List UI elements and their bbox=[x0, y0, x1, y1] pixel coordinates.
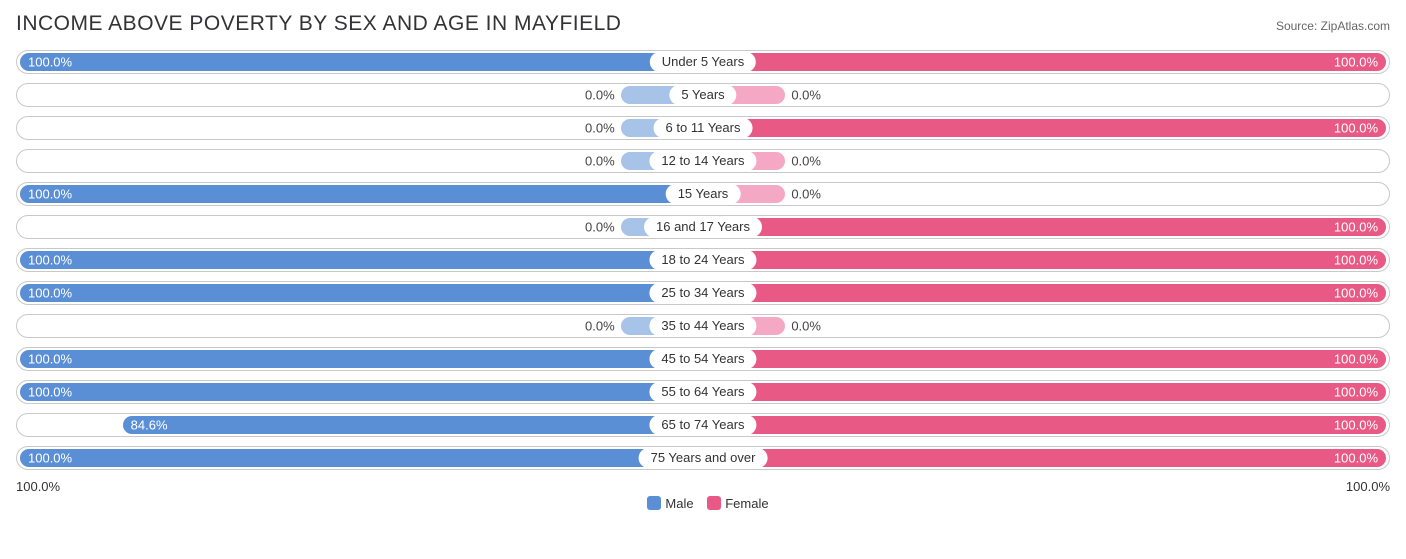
male-value-label: 100.0% bbox=[28, 286, 72, 301]
female-value-label: 100.0% bbox=[1334, 220, 1378, 235]
male-value-label: 0.0% bbox=[585, 220, 615, 235]
female-value-label: 100.0% bbox=[1334, 286, 1378, 301]
diverging-bar-chart: 100.0% 100.0% Under 5 Years 0.0% 0.0% 5 Years… bbox=[16, 50, 1390, 470]
male-value-label: 100.0% bbox=[28, 55, 72, 70]
bar-row: 100.0% 100.0% 45 to 54 Years bbox=[16, 347, 1390, 371]
male-bar: 100.0% bbox=[20, 284, 703, 302]
female-bar: 100.0% bbox=[703, 251, 1386, 269]
female-value-label: 0.0% bbox=[791, 187, 821, 202]
legend-swatch-male bbox=[647, 496, 661, 510]
female-bar: 100.0% bbox=[703, 218, 1386, 236]
category-label: 12 to 14 Years bbox=[649, 151, 756, 171]
bar-row: 0.0% 0.0% 35 to 44 Years bbox=[16, 314, 1390, 338]
chart-header: INCOME ABOVE POVERTY BY SEX AND AGE IN M… bbox=[16, 12, 1390, 36]
female-value-label: 100.0% bbox=[1334, 121, 1378, 136]
female-bar: 100.0% bbox=[703, 284, 1386, 302]
axis-left-label: 100.0% bbox=[16, 479, 60, 494]
category-label: 75 Years and over bbox=[639, 448, 768, 468]
male-value-label: 0.0% bbox=[585, 319, 615, 334]
category-label: 6 to 11 Years bbox=[654, 118, 753, 138]
bar-row: 0.0% 0.0% 12 to 14 Years bbox=[16, 149, 1390, 173]
bar-row: 0.0% 0.0% 5 Years bbox=[16, 83, 1390, 107]
bar-row: 100.0% 100.0% 55 to 64 Years bbox=[16, 380, 1390, 404]
female-bar: 100.0% bbox=[703, 53, 1386, 71]
female-bar: 100.0% bbox=[703, 119, 1386, 137]
female-value-label: 100.0% bbox=[1334, 55, 1378, 70]
female-value-label: 100.0% bbox=[1334, 352, 1378, 367]
category-label: 35 to 44 Years bbox=[649, 316, 756, 336]
male-bar: 100.0% bbox=[20, 383, 703, 401]
male-value-label: 0.0% bbox=[585, 154, 615, 169]
male-value-label: 100.0% bbox=[28, 385, 72, 400]
legend-swatch-female bbox=[707, 496, 721, 510]
category-label: 16 and 17 Years bbox=[644, 217, 762, 237]
male-value-label: 0.0% bbox=[585, 121, 615, 136]
axis-right-label: 100.0% bbox=[1346, 479, 1390, 494]
female-value-label: 100.0% bbox=[1334, 451, 1378, 466]
category-label: 55 to 64 Years bbox=[649, 382, 756, 402]
bar-row: 100.0% 100.0% 75 Years and over bbox=[16, 446, 1390, 470]
male-bar: 84.6% bbox=[123, 416, 703, 434]
male-value-label: 100.0% bbox=[28, 253, 72, 268]
category-label: 25 to 34 Years bbox=[649, 283, 756, 303]
female-value-label: 0.0% bbox=[791, 319, 821, 334]
chart-title: INCOME ABOVE POVERTY BY SEX AND AGE IN M… bbox=[16, 12, 621, 36]
male-value-label: 0.0% bbox=[585, 88, 615, 103]
female-bar: 100.0% bbox=[703, 416, 1386, 434]
category-label: Under 5 Years bbox=[650, 52, 756, 72]
male-value-label: 100.0% bbox=[28, 352, 72, 367]
male-bar: 100.0% bbox=[20, 185, 703, 203]
legend-label-female: Female bbox=[725, 496, 768, 511]
bar-row: 0.0% 100.0% 16 and 17 Years bbox=[16, 215, 1390, 239]
category-label: 18 to 24 Years bbox=[649, 250, 756, 270]
male-bar: 100.0% bbox=[20, 251, 703, 269]
male-bar: 100.0% bbox=[20, 449, 703, 467]
x-axis: 100.0% 100.0% bbox=[16, 479, 1390, 494]
bar-row: 0.0% 100.0% 6 to 11 Years bbox=[16, 116, 1390, 140]
female-value-label: 0.0% bbox=[791, 88, 821, 103]
female-bar: 100.0% bbox=[703, 383, 1386, 401]
female-value-label: 100.0% bbox=[1334, 385, 1378, 400]
bar-row: 100.0% 100.0% 25 to 34 Years bbox=[16, 281, 1390, 305]
bar-row: 100.0% 100.0% Under 5 Years bbox=[16, 50, 1390, 74]
female-value-label: 0.0% bbox=[791, 154, 821, 169]
category-label: 45 to 54 Years bbox=[649, 349, 756, 369]
bar-row: 100.0% 0.0% 15 Years bbox=[16, 182, 1390, 206]
category-label: 65 to 74 Years bbox=[649, 415, 756, 435]
legend-label-male: Male bbox=[665, 496, 693, 511]
category-label: 15 Years bbox=[666, 184, 741, 204]
female-bar: 100.0% bbox=[703, 449, 1386, 467]
male-bar: 100.0% bbox=[20, 350, 703, 368]
male-value-label: 100.0% bbox=[28, 451, 72, 466]
female-bar: 100.0% bbox=[703, 350, 1386, 368]
male-value-label: 84.6% bbox=[131, 418, 168, 433]
chart-source: Source: ZipAtlas.com bbox=[1276, 19, 1390, 33]
male-bar: 100.0% bbox=[20, 53, 703, 71]
male-value-label: 100.0% bbox=[28, 187, 72, 202]
female-value-label: 100.0% bbox=[1334, 253, 1378, 268]
bar-row: 100.0% 100.0% 18 to 24 Years bbox=[16, 248, 1390, 272]
category-label: 5 Years bbox=[669, 85, 736, 105]
female-value-label: 100.0% bbox=[1334, 418, 1378, 433]
bar-row: 84.6% 100.0% 65 to 74 Years bbox=[16, 413, 1390, 437]
legend: Male Female bbox=[16, 496, 1390, 511]
